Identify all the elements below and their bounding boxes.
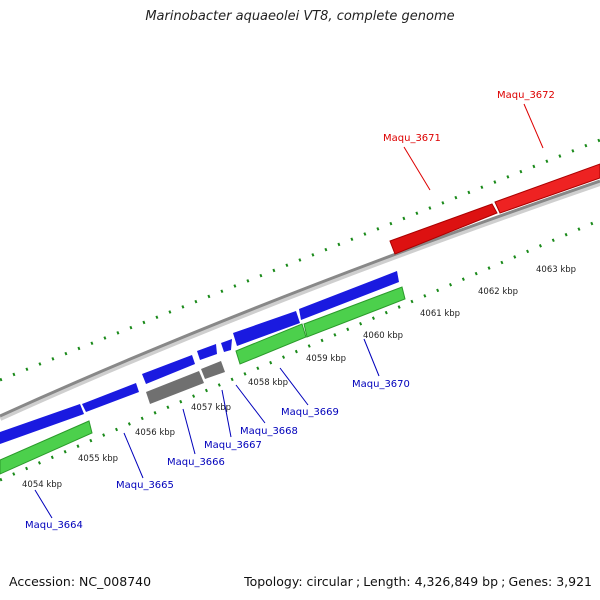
leader-line-maqu-3672 [523,103,544,149]
reverse-strand-genes [0,271,399,444]
scale-label: 4061 kbp [420,309,460,319]
gene-labels-top: Maqu_3671 Maqu_3672 [383,90,555,144]
gene-label-maqu-3669[interactable]: Maqu_3669 [281,407,339,418]
gene-block-maqu-3665[interactable] [82,383,139,412]
forward-strand-genes [389,163,600,255]
backbone [0,179,600,421]
gene-block-green-a[interactable] [0,420,93,475]
gene-block-grey-b[interactable] [201,361,225,379]
gene-label-maqu-3665[interactable]: Maqu_3665 [116,480,174,491]
gene-label-maqu-3667[interactable]: Maqu_3667 [204,440,262,451]
gene-labels-bottom: Maqu_3664 Maqu_3665 Maqu_3666 Maqu_3667 … [25,379,410,531]
gene-label-maqu-3671[interactable]: Maqu_3671 [383,133,441,144]
gene-label-maqu-3670[interactable]: Maqu_3670 [352,379,410,390]
scale-label: 4062 kbp [478,287,518,297]
gene-block-maqu-3666[interactable] [142,355,195,384]
tick-tracks [0,138,600,482]
topology-text: Topology: circular [244,574,353,589]
scale-label: 4057 kbp [191,403,231,413]
genome-summary: Topology: circular; Length: 4,326,849 bp;… [244,574,592,589]
gene-label-maqu-3664[interactable]: Maqu_3664 [25,520,83,531]
leader-line-maqu-3664 [34,489,53,519]
other-genes [146,361,225,404]
gene-label-maqu-3666[interactable]: Maqu_3666 [167,457,225,468]
scale-label: 4059 kbp [306,354,346,364]
backbone-line [0,179,600,418]
length-text: Length: 4,326,849 bp [363,574,499,589]
scale-label: 4060 kbp [363,331,403,341]
backbone-shadow [0,180,600,421]
leader-line-maqu-3666 [182,408,196,455]
gene-label-maqu-3672[interactable]: Maqu_3672 [497,90,555,101]
leader-line-maqu-3668 [235,384,266,424]
scale-label: 4056 kbp [135,428,175,438]
map-title: Marinobacter aquaeolei VT8, complete gen… [145,9,455,24]
gene-label-maqu-3668[interactable]: Maqu_3668 [240,426,298,437]
leader-line-maqu-3667 [221,389,232,438]
leader-line-maqu-3670 [363,338,380,377]
outer-tick-track [0,138,600,382]
scale-label: 4055 kbp [78,454,118,464]
leader-line-maqu-3665 [123,432,144,479]
accession-text: Accession: NC_008740 [9,574,152,589]
leader-line-maqu-3669 [279,367,309,406]
gene-block-grey-a[interactable] [146,371,204,404]
rna-genes [0,286,406,475]
scale-label: 4063 kbp [536,265,576,275]
gene-block-maqu-3667[interactable] [197,344,217,360]
gene-block-green-b[interactable] [235,323,307,365]
gene-block-maqu-3669[interactable] [233,311,300,346]
genes-count-text: Genes: 3,921 [508,574,592,589]
scale-label: 4058 kbp [248,378,288,388]
gene-block-maqu-3670[interactable] [299,271,399,320]
scale-label: 4054 kbp [22,480,62,490]
gene-block-maqu-3671[interactable] [389,203,498,255]
gene-block-maqu-3672[interactable] [494,163,600,214]
leader-line-maqu-3671 [403,146,431,191]
gene-block-maqu-3668[interactable] [221,339,232,352]
scale-labels: 4054 kbp 4055 kbp 4056 kbp 4057 kbp 4058… [22,265,576,490]
gene-block-maqu-3664[interactable] [0,404,84,444]
gene-block-green-c[interactable] [303,286,406,338]
label-leader-lines [34,103,544,519]
